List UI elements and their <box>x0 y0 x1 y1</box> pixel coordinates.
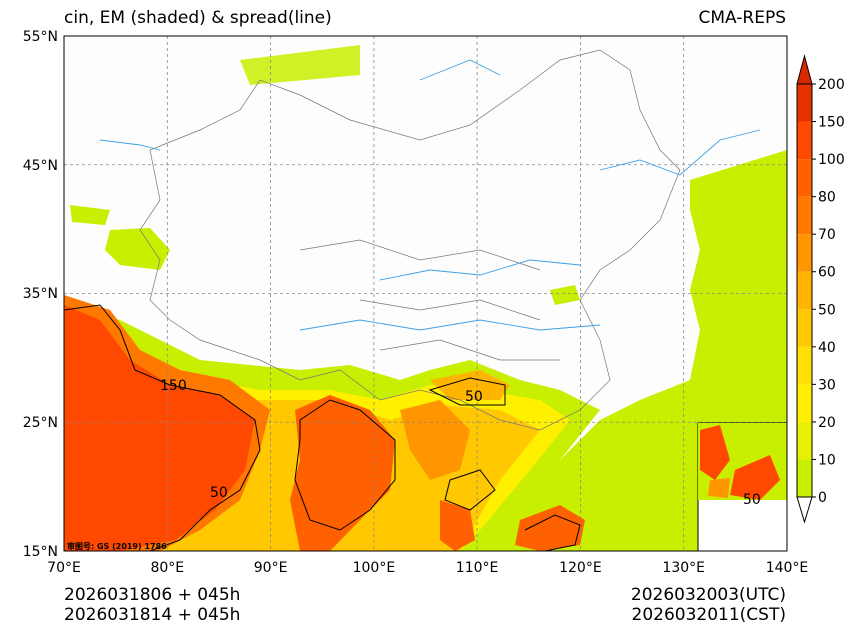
init-time-utc: 2026031806 + 045h <box>64 585 241 605</box>
spread-contours <box>64 304 581 551</box>
rivers <box>99 59 761 331</box>
colorbar-swatch <box>797 234 812 272</box>
colorbar-swatch <box>797 346 812 385</box>
map-title: cin, EM (shaded) & spread(line) <box>64 8 332 28</box>
colorbar-swatch <box>797 84 812 122</box>
colorbar-label: 200 <box>818 77 845 93</box>
colorbar-label: 70 <box>818 227 836 243</box>
colorbar-swatch <box>797 121 812 160</box>
model-name: CMA-REPS <box>698 8 786 28</box>
map-credit: 审图号: GS (2019) 1786 <box>67 541 167 551</box>
lat-label: 25°N <box>23 415 58 431</box>
init-time-cst: 2026031814 + 045h <box>64 605 241 625</box>
south-china-sea-inset <box>697 422 788 552</box>
contour-label: 50 <box>210 485 228 501</box>
colorbar-label: 60 <box>818 265 836 281</box>
colorbar-swatch <box>797 384 812 422</box>
init-time-block: 2026031806 + 045h 2026031814 + 045h <box>64 585 240 625</box>
lon-label: 130°E <box>662 560 705 576</box>
valid-time-cst: 2026032011(CST) <box>631 605 786 625</box>
colorbar-label: 100 <box>818 152 845 168</box>
valid-time-block: 2026032003(UTC) 2026032011(CST) <box>631 585 786 625</box>
lat-label: 55°N <box>23 29 58 45</box>
lon-label: 140°E <box>766 560 809 576</box>
valid-time-utc: 2026032003(UTC) <box>630 585 786 605</box>
colorbar-swatch <box>797 421 812 460</box>
colorbar-label: 30 <box>818 377 836 393</box>
lon-label: 100°E <box>353 560 396 576</box>
colorbar-swatch <box>797 159 812 197</box>
lon-label: 110°E <box>456 560 499 576</box>
colorbar-swatch <box>797 459 812 497</box>
lon-label: 70°E <box>47 560 81 576</box>
colorbar-swatch <box>797 309 812 347</box>
lat-label: 45°N <box>23 158 58 174</box>
contour-label: 50 <box>465 389 483 405</box>
contour-label: 50 <box>743 492 761 508</box>
graticule <box>64 36 787 551</box>
colorbar-label: 150 <box>818 115 845 131</box>
colorbar-label: 10 <box>818 452 836 468</box>
lat-label: 35°N <box>23 286 58 302</box>
lon-label: 90°E <box>254 560 288 576</box>
map-frame <box>63 35 788 552</box>
colorbar-label: 80 <box>818 190 836 206</box>
colorbar-label: 0 <box>818 490 827 506</box>
colorbar-label: 40 <box>818 340 836 356</box>
lon-label: 80°E <box>150 560 184 576</box>
shaded-field <box>64 36 787 551</box>
boundaries <box>139 49 681 431</box>
lat-axis: 55°N 45°N 35°N 25°N 15°N <box>23 29 58 560</box>
contour-label-layer: 150 50 50 50 <box>160 378 761 508</box>
lat-label: 15°N <box>23 544 58 560</box>
colorbar-under-arrow <box>796 496 813 524</box>
colorbar-label: 50 <box>818 302 836 318</box>
colorbar-swatch <box>797 271 812 310</box>
colorbar-label: 20 <box>818 415 836 431</box>
colorbar: 0 10 20 30 40 50 60 70 80 100 150 200 <box>796 54 845 524</box>
colorbar-swatch <box>797 196 812 235</box>
colorbar-over-arrow <box>796 54 813 85</box>
contour-label: 150 <box>160 378 187 394</box>
lon-label: 120°E <box>559 560 602 576</box>
lon-axis: 70°E 80°E 90°E 100°E 110°E 120°E 130°E 1… <box>47 560 808 576</box>
colorbar-outline <box>796 83 813 498</box>
